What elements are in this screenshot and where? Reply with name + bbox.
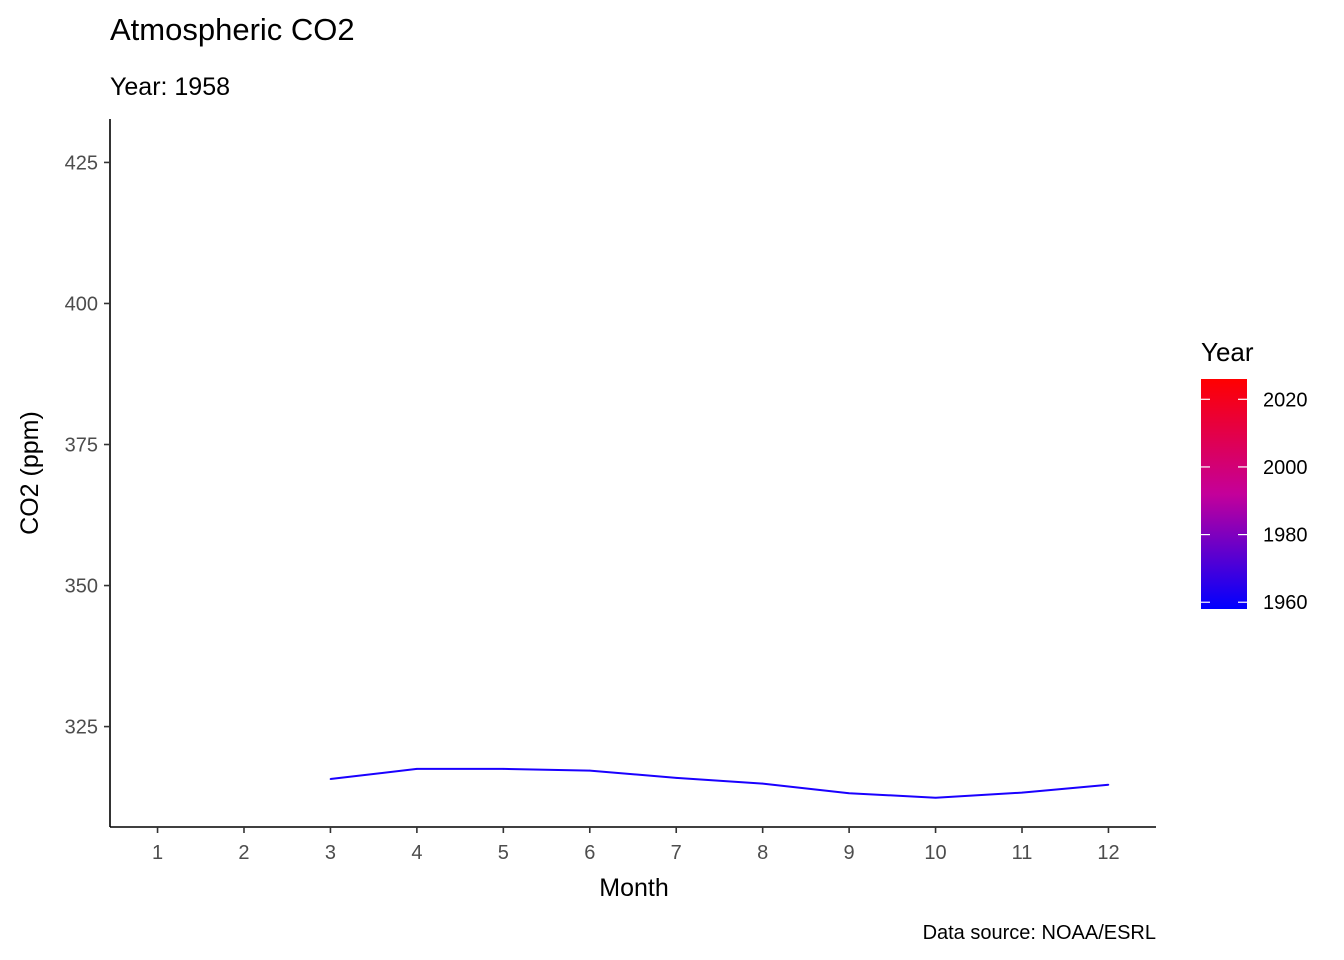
data-point xyxy=(761,782,764,785)
y-axis-ticks: 325 350 375 400 425 xyxy=(65,152,110,739)
data-point xyxy=(588,769,591,772)
chart-title: Atmospheric CO2 xyxy=(110,12,355,47)
x-tick-label: 3 xyxy=(325,842,336,864)
legend-label: 2000 xyxy=(1263,457,1308,479)
y-tick-label: 400 xyxy=(65,293,98,315)
legend-title: Year xyxy=(1201,337,1254,367)
legend-label: 2020 xyxy=(1263,389,1308,411)
x-tick-label: 7 xyxy=(671,842,682,864)
y-tick-label: 350 xyxy=(65,576,98,598)
x-tick-label: 8 xyxy=(757,842,768,864)
x-tick-label: 10 xyxy=(924,842,946,864)
y-tick-label: 325 xyxy=(65,717,98,739)
x-tick-label: 12 xyxy=(1097,842,1119,864)
caption: Data source: NOAA/ESRL xyxy=(923,922,1156,944)
data-point xyxy=(329,778,332,780)
y-tick-label: 425 xyxy=(65,152,98,174)
legend-label: 1980 xyxy=(1263,525,1308,547)
x-tick-label: 2 xyxy=(238,842,249,864)
data-point xyxy=(848,792,850,794)
y-axis-title: CO2 (ppm) xyxy=(16,411,44,535)
series-group xyxy=(329,767,1110,799)
data-point xyxy=(416,768,418,770)
data-point xyxy=(1107,783,1110,786)
x-tick-label: 6 xyxy=(584,842,595,864)
data-point xyxy=(502,768,505,770)
legend-label: 1960 xyxy=(1263,592,1308,614)
x-tick-label: 11 xyxy=(1012,842,1033,864)
data-point xyxy=(1021,791,1023,794)
chart-subtitle: Year: 1958 xyxy=(110,73,230,101)
y-tick-label: 375 xyxy=(65,435,98,457)
data-point xyxy=(675,777,678,779)
x-axis-ticks: 1 2 3 4 5 6 7 8 9 10 11 12 xyxy=(152,827,1120,864)
legend-colorbar xyxy=(1201,379,1247,609)
legend-ticks: 2020 2000 1980 1960 xyxy=(1201,389,1308,614)
x-tick-label: 4 xyxy=(411,842,422,864)
x-tick-label: 5 xyxy=(498,842,509,864)
legend: Year 2020 2000 1980 1960 xyxy=(1201,337,1308,614)
series-line-1958 xyxy=(330,767,1109,799)
x-tick-label: 1 xyxy=(152,842,163,864)
data-point xyxy=(934,796,937,799)
x-tick-label: 9 xyxy=(844,842,855,864)
x-axis-title: Month xyxy=(599,874,668,902)
